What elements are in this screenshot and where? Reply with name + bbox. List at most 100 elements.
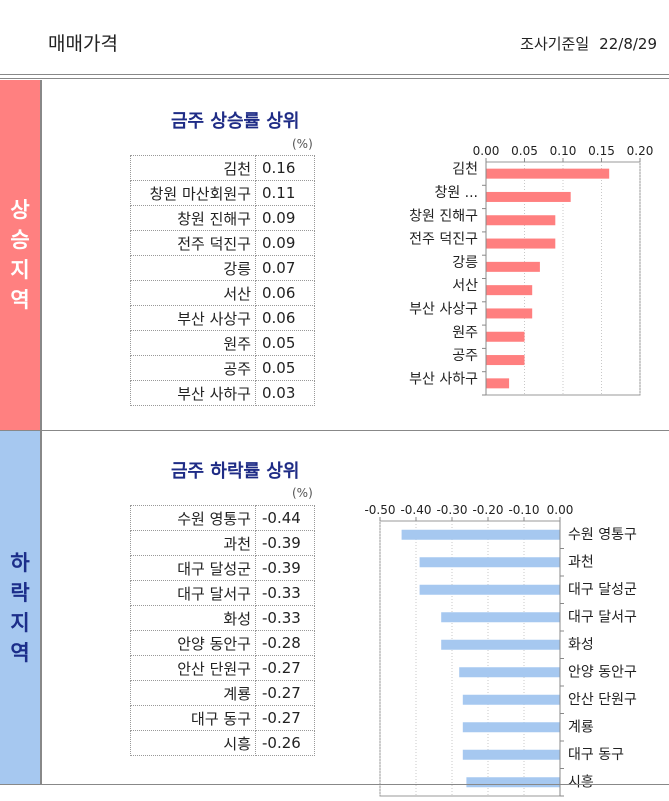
bar	[401, 529, 560, 540]
region-name-cell: 안양 동안구	[130, 630, 256, 656]
table-row: 안양 동안구 -0.28	[130, 630, 315, 656]
bar	[486, 355, 525, 366]
page-header: 매매가격 조사기준일 22/8/29	[0, 0, 669, 76]
bottom-border	[0, 784, 669, 785]
table-row: 부산 사하구 0.03	[130, 380, 315, 406]
category-label: 원주	[452, 325, 478, 341]
category-label: 과천	[568, 554, 594, 570]
category-label: 안양 동안구	[568, 664, 637, 680]
bar	[419, 584, 560, 595]
table-row: 전주 덕진구 0.09	[130, 230, 315, 256]
tick-label: 0.15	[588, 144, 615, 158]
region-name-cell: 화성	[130, 605, 256, 631]
table-row: 시흥 -0.26	[130, 730, 315, 756]
fall-panel: 하락지역 금주 하락률 상위 (%) 수원 영통구 -0.44 과천 -0.39 대구 …	[0, 431, 669, 797]
rate-value-cell: -0.39	[255, 530, 315, 556]
bar	[486, 238, 556, 249]
category-label: 공주	[452, 348, 478, 364]
category-label: 부산 사하구	[409, 371, 478, 387]
region-name-cell: 김천	[130, 155, 256, 181]
table-row: 서산 0.06	[130, 280, 315, 306]
table-row: 화성 -0.33	[130, 605, 315, 631]
rate-value-cell: -0.44	[255, 505, 315, 531]
category-label: 화성	[568, 637, 594, 653]
fall-unit-label: (%)	[292, 486, 313, 500]
header-divider-2	[0, 78, 669, 79]
rate-value-cell: 0.06	[255, 280, 315, 306]
rate-value-cell: -0.33	[255, 605, 315, 631]
category-label: 강릉	[452, 255, 478, 271]
bar	[486, 331, 525, 342]
rise-unit-label: (%)	[292, 137, 313, 151]
region-name-cell: 전주 덕진구	[130, 230, 256, 256]
bar	[419, 557, 560, 568]
fall-side-label: 하락지역	[0, 431, 42, 784]
bar	[486, 261, 540, 272]
region-name-cell: 대구 달서구	[130, 580, 256, 606]
tick-label: -0.20	[472, 503, 503, 517]
rate-value-cell: -0.27	[255, 705, 315, 731]
category-label: 시흥	[568, 774, 594, 790]
region-name-cell: 부산 사상구	[130, 305, 256, 331]
table-row: 김천 0.16	[130, 155, 315, 181]
region-name-cell: 강릉	[130, 255, 256, 281]
bar	[462, 749, 560, 760]
rise-ranking-table: 김천 0.16 창원 마산회원구 0.11 창원 진해구 0.09 전주 덕진구 0.09 강릉…	[130, 155, 315, 406]
category-label: 대구 동구	[568, 747, 624, 763]
region-name-cell: 창원 마산회원구	[130, 180, 256, 206]
table-row: 강릉 0.07	[130, 255, 315, 281]
bar	[486, 378, 510, 389]
bar	[486, 308, 533, 319]
fall-bar-chart: -0.50 -0.40 -0.30 -0.20 -0.10 0.00 수원 영통구과천대구 …	[364, 503, 637, 797]
region-name-cell: 계룡	[130, 680, 256, 706]
category-label: 창원 진해구	[409, 208, 478, 224]
table-row: 계룡 -0.27	[130, 680, 315, 706]
bar	[459, 667, 560, 678]
rate-value-cell: 0.06	[255, 305, 315, 331]
rate-value-cell: 0.05	[255, 330, 315, 356]
tick-label: 0.05	[511, 144, 538, 158]
category-label: 전주 덕진구	[409, 232, 478, 248]
tick-label: 0.00	[473, 144, 500, 158]
rate-value-cell: -0.28	[255, 630, 315, 656]
tick-label: -0.40	[400, 503, 431, 517]
category-label: 대구 달서구	[568, 609, 637, 625]
table-row: 수원 영통구 -0.44	[130, 505, 315, 531]
table-row: 과천 -0.39	[130, 530, 315, 556]
rate-value-cell: 0.16	[255, 155, 315, 181]
page-title: 매매가격	[48, 33, 118, 55]
category-label: 안산 단원구	[568, 692, 637, 708]
category-label: 계룡	[568, 719, 594, 735]
rate-value-cell: 0.03	[255, 380, 315, 406]
survey-date-info: 조사기준일 22/8/29	[520, 33, 657, 54]
region-name-cell: 부산 사하구	[130, 380, 256, 406]
rise-panel: 상승지역 금주 상승률 상위 (%) 김천 0.16 창원 마산회원구 0.11 창원 …	[0, 80, 669, 430]
region-name-cell: 서산	[130, 280, 256, 306]
rate-value-cell: -0.33	[255, 580, 315, 606]
tick-label: -0.30	[436, 503, 467, 517]
table-row: 안산 단원구 -0.27	[130, 655, 315, 681]
rise-panel-title: 금주 상승률 상위	[171, 111, 300, 132]
category-label: 김천	[452, 162, 478, 178]
rate-value-cell: 0.11	[255, 180, 315, 206]
category-label: 창원 ...	[434, 185, 478, 201]
bar	[486, 215, 556, 226]
bar	[441, 639, 560, 650]
survey-date-label: 조사기준일	[520, 35, 590, 53]
category-label: 서산	[452, 278, 478, 294]
category-label: 부산 사상구	[409, 301, 478, 317]
tick-label: -0.50	[364, 503, 395, 517]
table-row: 창원 마산회원구 0.11	[130, 180, 315, 206]
region-name-cell: 수원 영통구	[130, 505, 256, 531]
survey-date-value: 22/8/29	[599, 35, 657, 53]
rate-value-cell: 0.05	[255, 355, 315, 381]
table-row: 대구 달성군 -0.39	[130, 555, 315, 581]
region-name-cell: 대구 동구	[130, 705, 256, 731]
fall-panel-title: 금주 하락률 상위	[171, 461, 300, 482]
region-name-cell: 창원 진해구	[130, 205, 256, 231]
region-name-cell: 시흥	[130, 730, 256, 756]
rise-side-label: 상승지역	[0, 80, 42, 430]
region-name-cell: 과천	[130, 530, 256, 556]
rate-value-cell: 0.09	[255, 205, 315, 231]
